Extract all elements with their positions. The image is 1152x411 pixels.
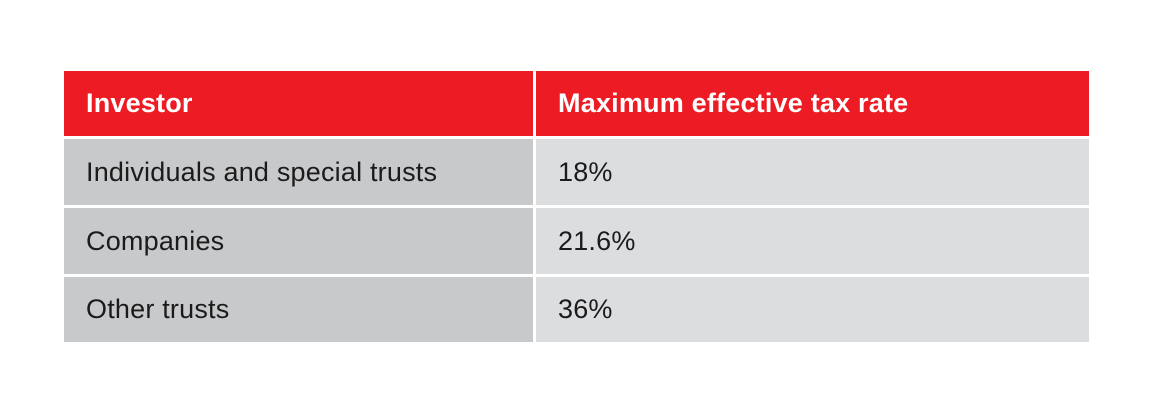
- header-investor: Investor: [64, 71, 533, 136]
- tax-rate-table: Investor Maximum effective tax rate Indi…: [64, 71, 1089, 342]
- row-3-rate: 36%: [536, 277, 1089, 342]
- row-2-investor: Companies: [64, 208, 533, 274]
- row-1-rate: 18%: [536, 139, 1089, 205]
- row-2-rate: 21.6%: [536, 208, 1089, 274]
- row-1-investor: Individuals and special trusts: [64, 139, 533, 205]
- header-max-effective-tax-rate: Maximum effective tax rate: [536, 71, 1089, 136]
- row-3-investor: Other trusts: [64, 277, 533, 342]
